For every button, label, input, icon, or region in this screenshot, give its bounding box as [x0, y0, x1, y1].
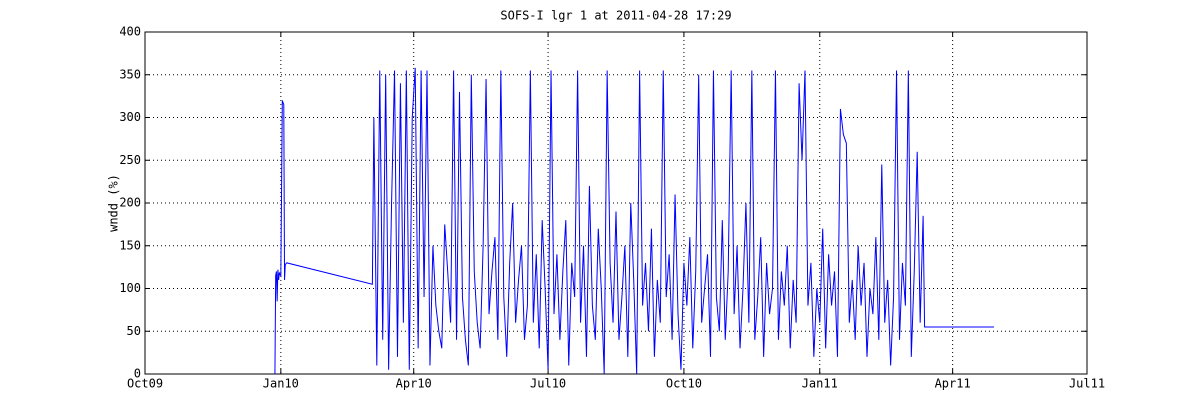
y-tick-label: 250 — [119, 153, 141, 167]
x-tick-label: Apr11 — [935, 377, 971, 391]
y-tick-label: 50 — [127, 324, 141, 338]
y-tick-label: 100 — [119, 281, 141, 295]
x-tick-label: Oct09 — [127, 377, 163, 391]
y-tick-label: 350 — [119, 67, 141, 81]
y-tick-label: 400 — [119, 25, 141, 39]
x-tick-label: Jul11 — [1069, 377, 1105, 391]
chart-title: SOFS-I lgr 1 at 2011-04-28 17:29 — [500, 9, 731, 23]
x-tick-label: Jan11 — [802, 377, 838, 391]
x-tick-label: Jan10 — [263, 377, 299, 391]
y-axis-label: wndd (%) — [107, 174, 121, 232]
y-tick-label: 0 — [134, 367, 141, 381]
x-tick-label: Oct10 — [666, 377, 702, 391]
x-tick-label: Apr10 — [396, 377, 432, 391]
x-tick-label: Jul10 — [530, 377, 566, 391]
data-line — [274, 67, 994, 375]
y-tick-label: 200 — [119, 196, 141, 210]
y-tick-label: 300 — [119, 110, 141, 124]
y-tick-label: 150 — [119, 238, 141, 252]
